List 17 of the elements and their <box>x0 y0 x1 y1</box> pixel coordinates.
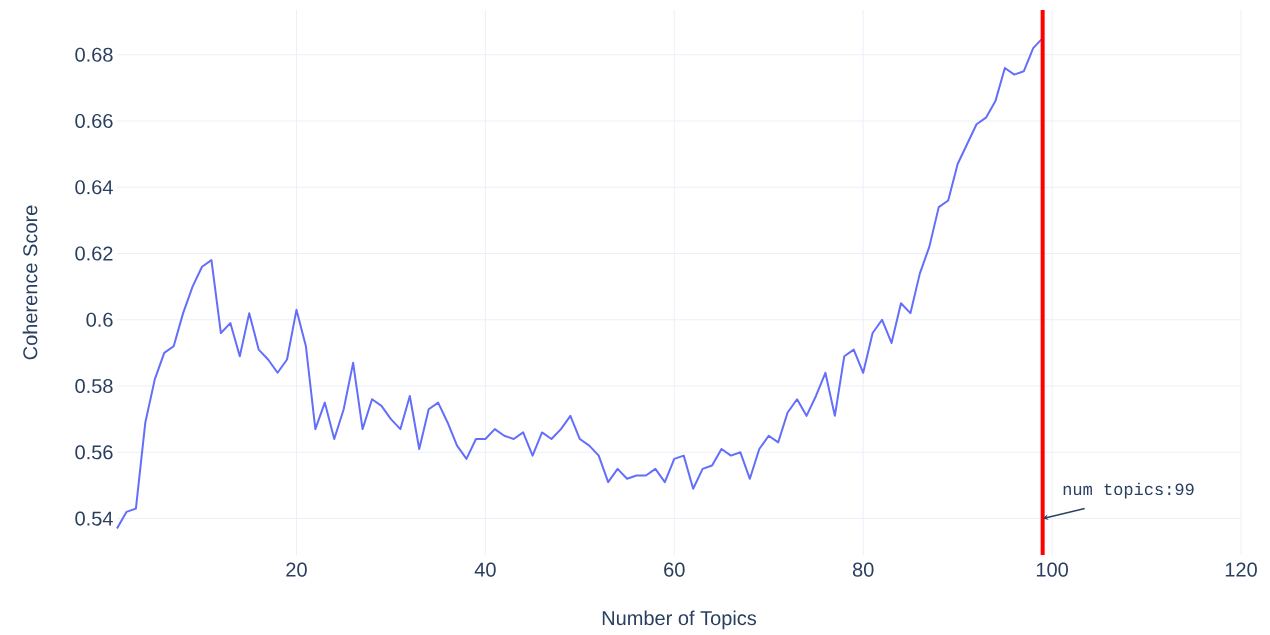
y-tick-label: 0.62 <box>75 246 113 261</box>
y-tick-label: 0.68 <box>75 47 113 62</box>
annotation: num topics:99 <box>1063 482 1194 499</box>
x-tick-label: 40 <box>474 562 496 577</box>
y-tick-label: 0.54 <box>75 511 113 526</box>
x-tick-label: 100 <box>1036 562 1068 577</box>
x-tick-label: 120 <box>1225 562 1257 577</box>
x-axis-title: Number of Topics <box>602 610 757 630</box>
y-tick-label: 0.58 <box>75 378 113 394</box>
y-tick-label: 0.66 <box>75 113 113 129</box>
y-tick-label: 0.56 <box>75 445 113 460</box>
x-tick-label: 20 <box>286 562 307 577</box>
x-tick-label: 80 <box>852 562 874 577</box>
y-tick-label: 0.64 <box>75 180 113 195</box>
y-axis-title: Coherence Score <box>22 205 38 360</box>
x-tick-label: 60 <box>664 562 685 577</box>
y-tick-label: 0.6 <box>86 312 113 327</box>
